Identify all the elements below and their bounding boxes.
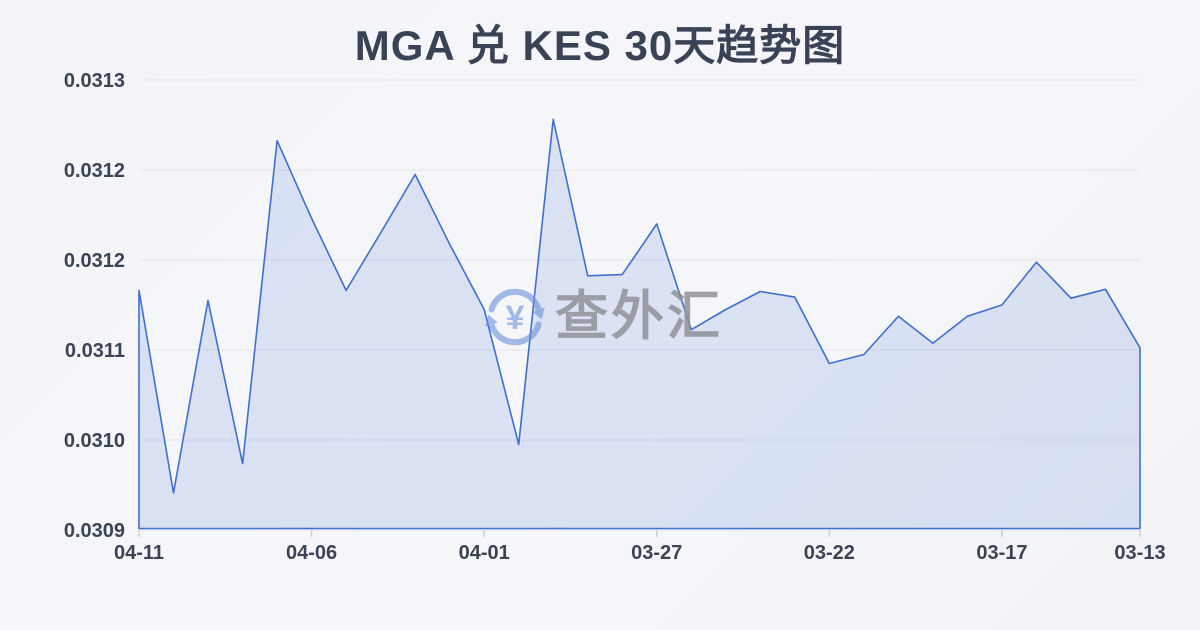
y-axis-label: 0.0311	[65, 340, 125, 362]
x-axis-label: 03-27	[631, 542, 682, 564]
y-axis-label: 0.0313	[64, 70, 125, 92]
y-axis-label: 0.0312	[64, 160, 125, 182]
y-axis-label: 0.0310	[64, 430, 125, 452]
x-axis-label: 03-22	[804, 542, 855, 564]
chart-title: MGA 兑 KES 30天趋势图	[354, 22, 846, 69]
y-axis-label: 0.0312	[64, 250, 125, 272]
x-axis-label: 04-11	[114, 542, 164, 564]
x-axis-label: 03-17	[976, 542, 1027, 564]
trend-area-series	[138, 118, 1141, 530]
y-axis-label: 0.0309	[64, 520, 125, 542]
x-axis-label: 03-13	[1114, 542, 1165, 564]
x-axis-label: 04-01	[459, 542, 510, 564]
x-axis-label: 04-06	[286, 542, 337, 564]
